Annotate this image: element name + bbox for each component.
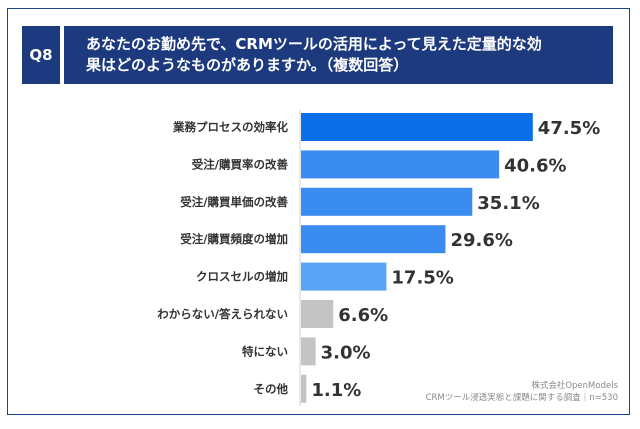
question-title-line-2: 果はどのようなものがありますか。（複数回答） — [86, 56, 409, 74]
category-label: 受注/購買単価の改善 — [180, 195, 288, 209]
bar — [301, 225, 446, 254]
question-title-line-1: あなたのお勤め先で、CRMツールの活用によって見えた定量的な効 — [86, 35, 542, 53]
category-label: 特にない — [242, 344, 288, 358]
data-label: 40.6% — [504, 155, 566, 176]
category-label: その他 — [254, 382, 289, 396]
category-label: 業務プロセスの効率化 — [172, 120, 288, 134]
data-label: 1.1% — [311, 380, 361, 401]
bar — [301, 187, 473, 216]
bar — [301, 262, 387, 291]
source-company: 株式会社OpenModels — [531, 381, 618, 391]
data-label: 17.5% — [391, 268, 453, 289]
data-label: 3.0% — [321, 342, 371, 363]
source-note: 株式会社OpenModels CRMツール浸透実態と課題に関する調査｜n=530 — [426, 380, 618, 404]
bar — [301, 113, 533, 141]
category-label: 受注/購買頻度の増加 — [180, 232, 288, 246]
category-label: 受注/購買率の改善 — [192, 157, 289, 171]
category-label: わからない/答えられない — [157, 307, 288, 321]
data-label: 6.6% — [338, 305, 388, 326]
category-label: クロスセルの増加 — [196, 270, 288, 284]
bar — [301, 374, 307, 403]
question-number-badge: Q8 — [22, 26, 60, 84]
question-title: あなたのお勤め先で、CRMツールの活用によって見えた定量的な効 果はどのようなも… — [64, 26, 613, 84]
bar — [301, 150, 500, 179]
source-survey: CRMツール浸透実態と課題に関する調査｜n=530 — [425, 393, 618, 403]
question-number: Q8 — [29, 46, 53, 64]
data-label: 29.6% — [450, 230, 512, 251]
bar — [301, 337, 316, 366]
bar — [301, 300, 334, 328]
data-label: 35.1% — [477, 193, 539, 214]
data-label: 47.5% — [538, 118, 600, 139]
